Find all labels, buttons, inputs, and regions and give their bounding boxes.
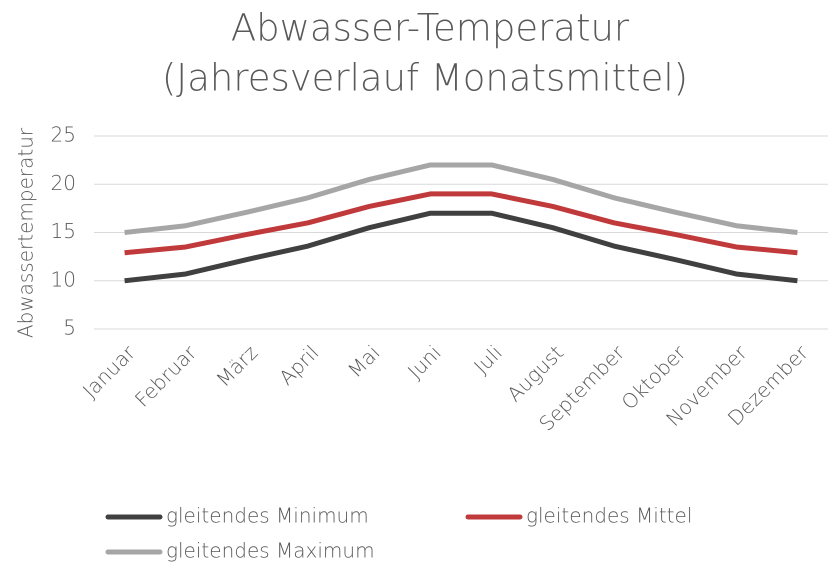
x-tick-label: Februar <box>130 340 202 412</box>
series-line <box>124 162 798 235</box>
chart-title: (Jahresverlauf Monatsmittel) <box>162 57 688 100</box>
legend-label: gleitendes Maximum <box>166 539 375 563</box>
series-line <box>124 191 798 256</box>
y-tick-label: 20 <box>51 171 76 195</box>
x-tick-label: Juni <box>403 340 446 383</box>
y-axis-label: Abwassertemperatur <box>14 127 38 338</box>
y-tick-label: 15 <box>51 219 76 243</box>
x-tick-label: Mai <box>343 340 385 382</box>
legend-label: gleitendes Minimum <box>166 504 369 528</box>
y-tick-label: 10 <box>51 267 76 291</box>
x-tick-label: Juli <box>469 340 507 378</box>
x-tick-label: April <box>274 340 323 389</box>
y-tick-label: 25 <box>51 123 76 147</box>
series-line <box>124 210 798 284</box>
x-tick-label: März <box>211 340 262 391</box>
y-tick-label: 5 <box>63 316 76 340</box>
chart-title: Abwasser-Temperatur <box>231 7 630 50</box>
legend-label: gleitendes Mittel <box>526 504 692 528</box>
